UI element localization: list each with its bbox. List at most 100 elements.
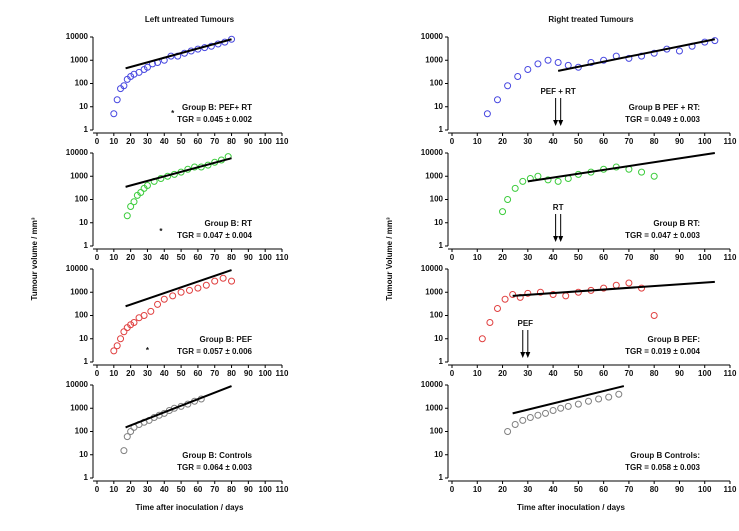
- x-tick-label: 90: [244, 137, 253, 146]
- panel-title: Right treated Tumours: [548, 15, 634, 24]
- annotation: Group B Controls:: [630, 451, 700, 460]
- data-point: [123, 433, 131, 441]
- y-tick-label: 1000: [70, 55, 88, 64]
- data-point: [120, 328, 128, 336]
- x-tick-label: 40: [160, 253, 169, 262]
- data-point: [584, 397, 592, 405]
- x-tick-label: 70: [624, 253, 633, 262]
- x-tick-label: 20: [498, 485, 507, 494]
- x-tick-label: 60: [599, 137, 608, 146]
- x-tick-label: 70: [210, 485, 219, 494]
- x-tick-label: 40: [549, 253, 558, 262]
- x-tick-label: 40: [160, 137, 169, 146]
- x-tick-label: 80: [650, 253, 659, 262]
- data-point: [605, 393, 613, 401]
- x-tick-label: 110: [276, 253, 289, 262]
- x-tick-label: 30: [143, 137, 152, 146]
- trend-line: [125, 38, 232, 70]
- data-point: [504, 196, 512, 203]
- x-tick-label: 100: [698, 485, 712, 494]
- data-point: [123, 212, 131, 220]
- x-tick-label: 100: [698, 253, 712, 262]
- x-tick-label: 60: [193, 485, 202, 494]
- x-tick-label: 90: [675, 137, 684, 146]
- data-point: [638, 168, 646, 176]
- y-tick-label: 1000: [425, 287, 443, 296]
- data-point: [544, 56, 552, 64]
- y-tick-label: 10000: [66, 380, 89, 389]
- x-tick-label: 70: [210, 369, 219, 378]
- x-tick-label: 20: [126, 137, 135, 146]
- x-tick-label: 110: [276, 369, 289, 378]
- annotation: TGR = 0.045 ± 0.002: [177, 115, 252, 124]
- data-point: [564, 402, 572, 410]
- x-tick-label: 60: [193, 369, 202, 378]
- data-point: [554, 177, 562, 185]
- data-point: [534, 411, 542, 419]
- x-tick-label: 70: [624, 137, 633, 146]
- x-tick-label: 0: [450, 369, 455, 378]
- x-tick-label: 110: [724, 253, 737, 262]
- data-point: [625, 54, 633, 62]
- x-tick-label: 100: [698, 369, 712, 378]
- x-tick-label: 50: [574, 253, 583, 262]
- y-tick-label: 10: [79, 450, 88, 459]
- x-tick-label: 20: [498, 369, 507, 378]
- x-tick-label: 50: [574, 369, 583, 378]
- x-tick-label: 30: [143, 369, 152, 378]
- significance-star: *: [146, 346, 150, 355]
- x-tick-label: 70: [624, 485, 633, 494]
- trend-line: [557, 38, 716, 72]
- y-tick-label: 1000: [425, 55, 443, 64]
- x-tick-label: 110: [724, 137, 737, 146]
- data-point: [137, 189, 145, 197]
- y-axis-label: Tumour volume / mm³: [30, 217, 39, 300]
- x-tick-label: 80: [650, 485, 659, 494]
- data-point: [595, 395, 603, 403]
- annotation: Group B PEF:: [648, 335, 700, 344]
- x-tick-label: 20: [126, 369, 135, 378]
- y-tick-label: 10: [434, 334, 443, 343]
- data-point: [478, 335, 486, 343]
- x-tick-label: 70: [210, 253, 219, 262]
- x-tick-label: 50: [574, 485, 583, 494]
- treatment-arrowhead: [553, 120, 559, 126]
- x-tick-label: 10: [473, 485, 482, 494]
- x-tick-label: 30: [523, 137, 532, 146]
- data-point: [534, 60, 542, 68]
- annotation: Group B: PEF: [200, 335, 253, 344]
- x-tick-label: 50: [574, 137, 583, 146]
- x-tick-label: 100: [259, 369, 273, 378]
- y-tick-label: 100: [430, 427, 444, 436]
- x-tick-label: 110: [276, 137, 289, 146]
- y-tick-label: 1: [84, 473, 89, 482]
- data-point: [120, 447, 128, 455]
- y-tick-label: 100: [75, 311, 89, 320]
- x-tick-label: 60: [193, 253, 202, 262]
- x-tick-label: 80: [227, 485, 236, 494]
- data-point: [143, 63, 151, 71]
- data-point: [504, 82, 512, 90]
- x-tick-label: 0: [450, 137, 455, 146]
- trend-line: [125, 269, 232, 308]
- data-point: [675, 47, 683, 55]
- data-point: [140, 312, 148, 319]
- data-point: [562, 292, 570, 300]
- x-tick-label: 100: [259, 253, 273, 262]
- data-point: [486, 318, 494, 326]
- x-tick-label: 10: [473, 253, 482, 262]
- data-point: [600, 284, 608, 292]
- data-point: [110, 110, 118, 118]
- x-tick-label: 90: [244, 485, 253, 494]
- x-tick-label: 80: [227, 137, 236, 146]
- data-point: [177, 288, 185, 296]
- data-point: [615, 390, 623, 398]
- x-tick-label: 20: [498, 253, 507, 262]
- x-tick-label: 110: [724, 485, 737, 494]
- x-tick-label: 100: [698, 137, 712, 146]
- x-tick-label: 0: [450, 253, 455, 262]
- annotation: TGR = 0.058 ± 0.003: [625, 463, 700, 472]
- y-tick-label: 10000: [421, 32, 444, 41]
- x-tick-label: 80: [650, 369, 659, 378]
- data-point: [549, 291, 557, 299]
